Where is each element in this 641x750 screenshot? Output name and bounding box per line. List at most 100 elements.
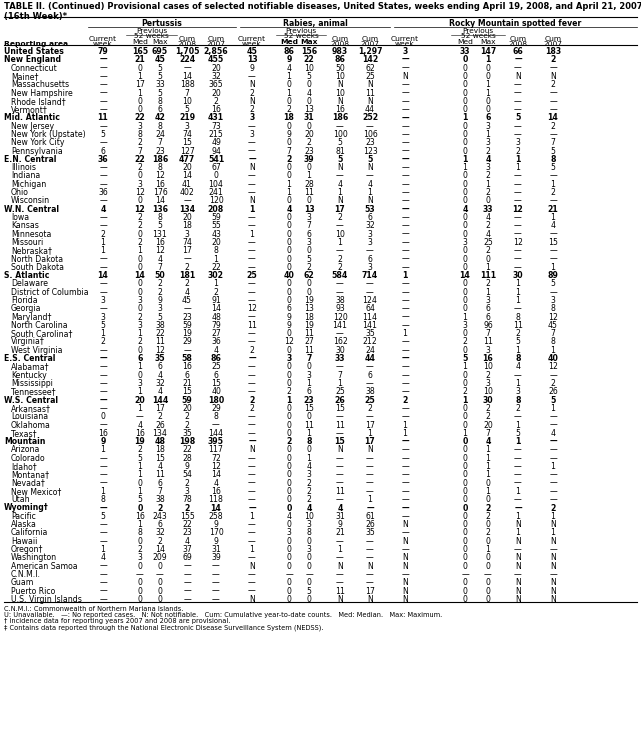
- Text: 25: 25: [365, 72, 375, 81]
- Text: 1: 1: [138, 362, 142, 371]
- Text: 45: 45: [548, 321, 558, 330]
- Text: 1: 1: [551, 213, 556, 222]
- Text: —: —: [514, 370, 522, 380]
- Text: 695: 695: [152, 47, 168, 56]
- Text: 7: 7: [338, 370, 342, 380]
- Text: —: —: [401, 205, 409, 214]
- Text: —: —: [401, 262, 409, 272]
- Text: N: N: [550, 537, 556, 546]
- Text: 1: 1: [463, 429, 467, 438]
- Text: 14: 14: [211, 304, 221, 313]
- Text: Alaska: Alaska: [11, 520, 37, 529]
- Text: 8: 8: [158, 122, 162, 130]
- Text: 53: 53: [365, 205, 376, 214]
- Text: 25: 25: [211, 362, 221, 371]
- Text: 16: 16: [211, 105, 221, 114]
- Text: 12: 12: [155, 246, 165, 255]
- Text: 0: 0: [486, 105, 490, 114]
- Text: 11: 11: [304, 188, 314, 197]
- Text: 40: 40: [283, 271, 294, 280]
- Text: —: —: [514, 180, 522, 189]
- Text: 1: 1: [367, 188, 372, 197]
- Text: —: —: [248, 262, 256, 272]
- Text: Wyoming†: Wyoming†: [4, 503, 49, 512]
- Text: 7: 7: [486, 429, 490, 438]
- Text: —: —: [401, 487, 409, 496]
- Text: 4: 4: [485, 155, 491, 164]
- Text: 1: 1: [515, 512, 520, 520]
- Text: 11: 11: [335, 421, 345, 430]
- Text: 73: 73: [211, 122, 221, 130]
- Text: 86: 86: [210, 354, 221, 363]
- Text: —: —: [99, 138, 107, 147]
- Text: —: —: [401, 313, 409, 322]
- Text: —: —: [336, 570, 344, 579]
- Text: —: —: [514, 454, 522, 463]
- Text: —: —: [366, 413, 374, 422]
- Text: —: —: [514, 64, 522, 73]
- Text: Washington: Washington: [11, 554, 57, 562]
- Text: —: —: [549, 470, 557, 479]
- Text: 52 weeks: 52 weeks: [134, 33, 169, 39]
- Text: —: —: [366, 503, 374, 512]
- Text: N: N: [402, 72, 408, 81]
- Text: E.N. Central: E.N. Central: [4, 155, 56, 164]
- Text: —: —: [401, 138, 409, 147]
- Text: —: —: [99, 478, 107, 488]
- Text: 5: 5: [515, 113, 520, 122]
- Text: 0: 0: [287, 138, 292, 147]
- Text: 1: 1: [515, 155, 520, 164]
- Text: 181: 181: [179, 271, 195, 280]
- Text: 1: 1: [138, 88, 142, 98]
- Text: —: —: [366, 362, 374, 371]
- Text: 0: 0: [463, 64, 467, 73]
- Text: 4: 4: [158, 462, 163, 471]
- Text: 6: 6: [306, 230, 312, 238]
- Text: —: —: [99, 180, 107, 189]
- Text: 2: 2: [463, 338, 467, 346]
- Text: —: —: [549, 446, 557, 454]
- Text: 0: 0: [306, 122, 312, 130]
- Text: —: —: [401, 512, 409, 520]
- Text: —: —: [99, 64, 107, 73]
- Text: 11: 11: [247, 321, 257, 330]
- Text: 16: 16: [155, 180, 165, 189]
- Text: —: —: [336, 454, 344, 463]
- Text: 1: 1: [485, 288, 490, 297]
- Text: 2: 2: [403, 395, 408, 404]
- Text: C.N.M.I.: Commonwealth of Northern Mariana Islands.: C.N.M.I.: Commonwealth of Northern Maria…: [4, 606, 183, 612]
- Text: 1: 1: [138, 72, 142, 81]
- Text: 0: 0: [486, 196, 490, 206]
- Text: 8: 8: [138, 529, 142, 538]
- Text: 2: 2: [306, 262, 312, 272]
- Text: 0: 0: [138, 280, 142, 289]
- Text: —: —: [99, 80, 107, 89]
- Text: Arizona: Arizona: [11, 446, 40, 454]
- Text: —: —: [514, 230, 522, 238]
- Text: 5: 5: [101, 321, 105, 330]
- Text: 1: 1: [515, 487, 520, 496]
- Text: 0: 0: [287, 554, 292, 562]
- Text: Utah: Utah: [11, 495, 29, 504]
- Text: 7: 7: [306, 354, 312, 363]
- Text: —: —: [183, 304, 191, 313]
- Text: —: —: [99, 97, 107, 106]
- Text: N: N: [515, 595, 521, 604]
- Text: Med: Med: [457, 38, 473, 44]
- Text: —: —: [549, 88, 557, 98]
- Text: —: —: [248, 387, 256, 396]
- Text: 86: 86: [283, 47, 294, 56]
- Text: 1: 1: [515, 421, 520, 430]
- Text: 3: 3: [185, 230, 190, 238]
- Text: 25: 25: [365, 395, 376, 404]
- Text: 5: 5: [158, 72, 162, 81]
- Text: 20: 20: [483, 421, 493, 430]
- Text: —: —: [514, 221, 522, 230]
- Text: 0: 0: [137, 503, 143, 512]
- Text: 2: 2: [338, 262, 342, 272]
- Text: —: —: [336, 172, 344, 181]
- Text: —: —: [401, 155, 409, 164]
- Text: 32: 32: [365, 221, 375, 230]
- Text: 3: 3: [138, 321, 142, 330]
- Text: 2: 2: [249, 105, 254, 114]
